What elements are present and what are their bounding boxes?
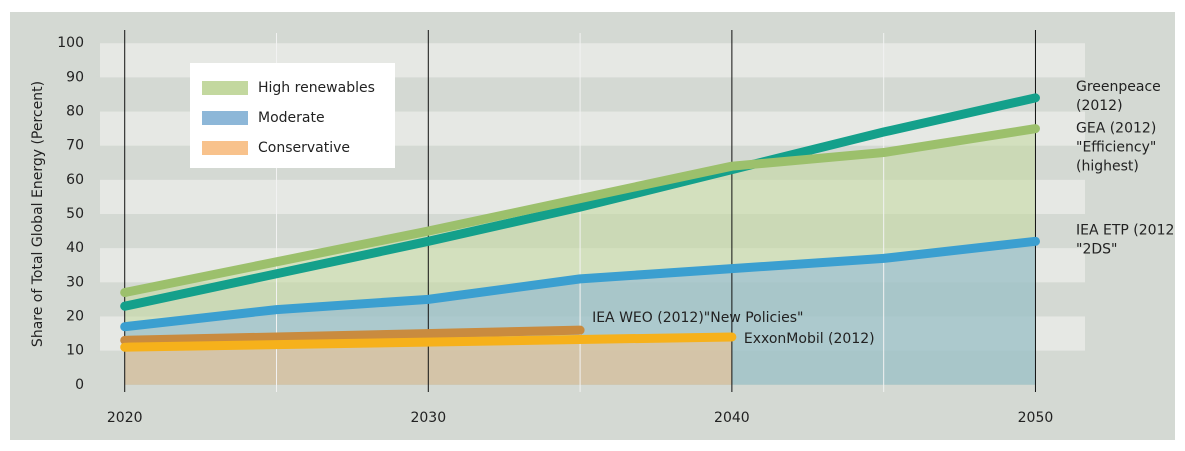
series-line bbox=[120, 236, 1040, 332]
series-label: IEA WEO (2012)"New Policies" bbox=[592, 310, 803, 326]
x-tick-label: 2030 bbox=[410, 410, 446, 426]
legend-label: Moderate bbox=[258, 110, 325, 126]
series-line bbox=[120, 332, 737, 352]
x-tick-label: 2020 bbox=[107, 410, 143, 426]
y-tick-label: 100 bbox=[57, 35, 84, 51]
legend: High renewables Moderate Conservative bbox=[190, 63, 395, 168]
x-tick-label: 2040 bbox=[714, 410, 750, 426]
y-tick-label: 0 bbox=[75, 377, 84, 393]
series-label: "2DS" bbox=[1076, 241, 1117, 257]
series-line bbox=[120, 93, 1040, 311]
y-tick-label: 30 bbox=[66, 274, 84, 290]
y-tick-label: 90 bbox=[66, 69, 84, 85]
legend-swatch bbox=[202, 81, 248, 95]
series-label: (2012) bbox=[1076, 98, 1123, 114]
x-tick-label: 2050 bbox=[1018, 410, 1054, 426]
series-label: GEA (2012) bbox=[1076, 121, 1156, 137]
series-line bbox=[120, 325, 585, 345]
series-line bbox=[120, 124, 1040, 298]
series-label: "Efficiency" bbox=[1076, 140, 1156, 156]
legend-swatch bbox=[202, 111, 248, 125]
series-label: (highest) bbox=[1076, 159, 1139, 175]
series-label: IEA ETP (2012 bbox=[1076, 222, 1174, 238]
y-tick-label: 60 bbox=[66, 172, 84, 188]
y-tick-label: 20 bbox=[66, 308, 84, 324]
legend-swatch bbox=[202, 141, 248, 155]
legend-label: High renewables bbox=[258, 80, 375, 96]
y-axis-label: Share of Total Global Energy (Percent) bbox=[30, 81, 46, 347]
y-tick-label: 10 bbox=[66, 343, 84, 359]
y-tick-label: 80 bbox=[66, 104, 84, 120]
y-tick-label: 50 bbox=[66, 206, 84, 222]
series-label: ExxonMobil (2012) bbox=[744, 331, 875, 347]
series-label: Greenpeace bbox=[1076, 79, 1161, 95]
y-tick-label: 40 bbox=[66, 240, 84, 256]
y-tick-label: 70 bbox=[66, 138, 84, 154]
legend-label: Conservative bbox=[258, 140, 350, 156]
